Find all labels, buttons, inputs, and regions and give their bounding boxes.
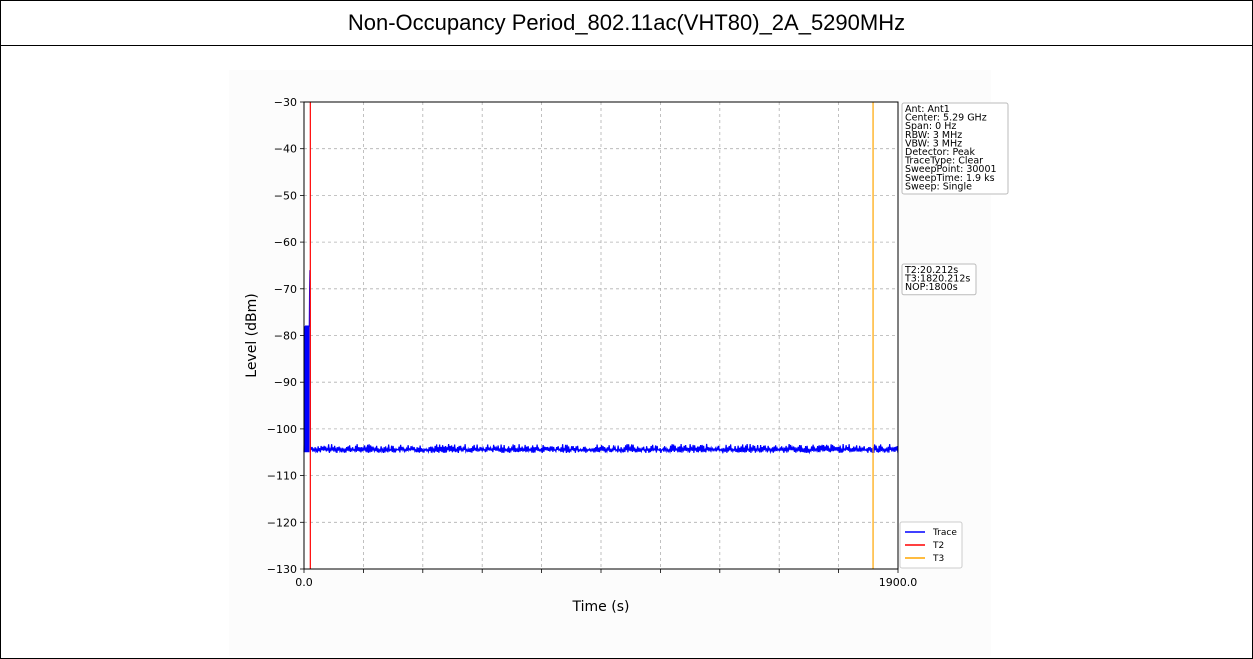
legend-layer: Trace T2 T3 — [899, 521, 963, 569]
marker-layer — [309, 102, 874, 569]
marker-box-line: T3:1820.212s — [904, 274, 970, 285]
axis-layer: −30 −40 −50 −60 −70 −80 −90 −100 −110 −120 −1300.0… — [244, 96, 917, 615]
y-tick-label: −100 — [267, 423, 297, 436]
y-tick-label: −80 — [274, 330, 297, 343]
y-tick-label: −90 — [274, 376, 297, 389]
chart-title: Non-Occupancy Period_802.11ac(VHT80)_2A_… — [1, 1, 1252, 46]
info-box-line: Detector: Peak — [905, 147, 976, 158]
grid-layer — [304, 102, 898, 569]
info-box-line: SweepPoint: 30001 — [905, 164, 997, 175]
marker-box-line: T2:20.212s — [904, 265, 958, 276]
info-box-line: Span: 0 Hz — [905, 121, 956, 132]
y-tick-label: −60 — [274, 236, 297, 249]
y-axis-label: Level (dBm) — [244, 293, 260, 377]
legend-label-t2: T2 — [932, 541, 944, 551]
legend-label-trace: Trace — [932, 528, 957, 538]
y-tick-label: −50 — [274, 189, 297, 202]
legend-label-t3: T3 — [932, 554, 944, 564]
info-box-line: Sweep: Single — [905, 181, 972, 192]
y-tick-label: −30 — [274, 96, 297, 109]
x-axis-label: Time (s) — [572, 599, 630, 615]
trace-burst — [304, 326, 310, 453]
info-box-line: VBW: 3 MHz — [905, 138, 962, 149]
info-box-frame — [901, 102, 1009, 195]
trace-layer — [303, 270, 899, 455]
axes-frame — [303, 101, 899, 570]
info-box-line: SweepTime: 1.9 ks — [905, 173, 995, 184]
trace-line — [303, 270, 899, 455]
info-box-line: Center: 5.29 GHz — [905, 113, 987, 124]
x-tick-label: 0.0 — [295, 576, 313, 589]
y-tick-label: −70 — [274, 283, 297, 296]
info-box-line: TraceType: Clear — [904, 156, 983, 167]
x-tick-label: 1900.0 — [879, 576, 918, 589]
y-tick-label: −130 — [267, 563, 297, 576]
info-box-line: RBW: 3 MHz — [905, 130, 962, 141]
marker-box-frame — [901, 263, 977, 296]
info-box-line: Ant: Ant1 — [905, 104, 950, 115]
legend-box — [899, 521, 963, 569]
y-tick-label: −110 — [267, 470, 297, 483]
y-tick-label: −40 — [274, 143, 297, 156]
marker-box-line: NOP:1800s — [905, 282, 958, 293]
y-tick-label: −120 — [267, 516, 297, 529]
